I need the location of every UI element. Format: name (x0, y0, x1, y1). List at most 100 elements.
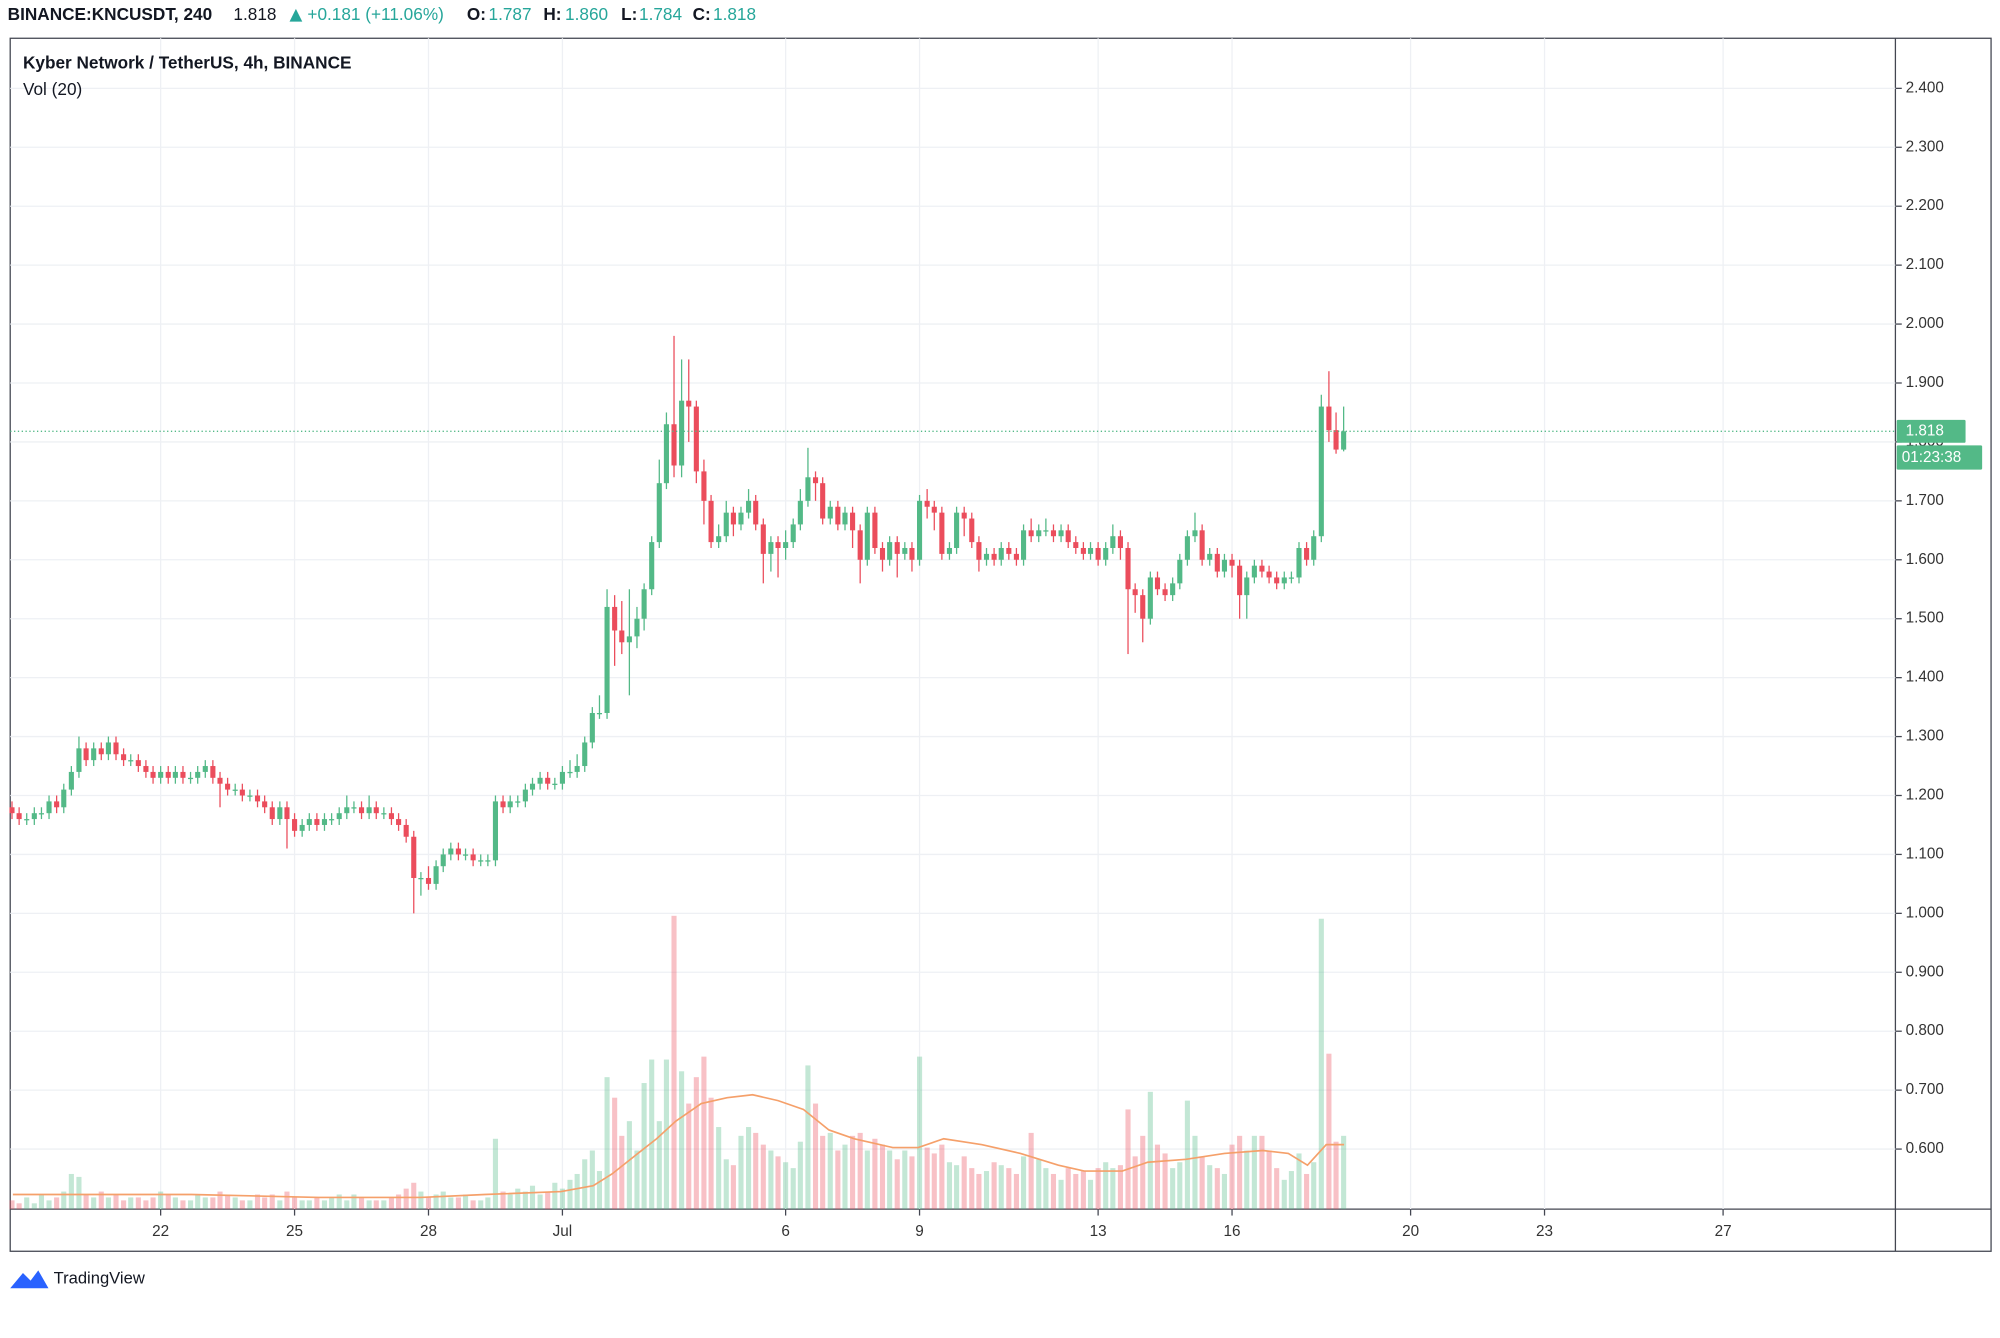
volume-bar (872, 1138, 878, 1210)
volume-bar (1043, 1168, 1049, 1210)
y-tick-label: 0.800 (1906, 1022, 1944, 1039)
candle-body (76, 748, 82, 772)
volume-bar (730, 1165, 736, 1210)
volume-bar (1304, 1173, 1310, 1210)
volume-bar (716, 1127, 722, 1210)
volume-bar (195, 1194, 201, 1210)
candle-body (38, 813, 45, 815)
candle-body (701, 471, 707, 501)
volume-bar (634, 1150, 640, 1210)
candle-body (1021, 530, 1027, 560)
candle-body (1103, 547, 1109, 560)
volume-bar (470, 1200, 476, 1210)
volume-bar (254, 1194, 261, 1210)
candle-body (1274, 577, 1280, 584)
volume-bar (188, 1200, 194, 1210)
candle-body (1244, 577, 1250, 596)
volume-bar (411, 1182, 417, 1210)
x-tick-label: 22 (152, 1223, 169, 1240)
candle-body (373, 807, 379, 814)
y-tick-label: 1.100 (1906, 845, 1944, 862)
volume-bar (351, 1194, 357, 1210)
volume-bar (746, 1127, 752, 1210)
volume-bar (537, 1194, 543, 1210)
candle-body (708, 500, 714, 543)
volume-bar (507, 1194, 513, 1210)
volume-bar (1050, 1173, 1057, 1210)
candle-body (292, 819, 298, 831)
volume-bar (1065, 1168, 1071, 1210)
volume-bar (381, 1200, 387, 1210)
candle-body (1304, 547, 1310, 560)
candle-body (619, 630, 625, 643)
candle-body (716, 536, 722, 543)
volume-ma-line (12, 1093, 1345, 1199)
volume-bar (552, 1182, 558, 1210)
volume-bar (1147, 1091, 1153, 1210)
last-price-label: 1.818 (1906, 422, 1944, 439)
volume-bar (775, 1156, 781, 1210)
candle-body (954, 512, 960, 548)
volume-bar (232, 1197, 238, 1210)
change: +0.181 (+11.06%) (307, 4, 443, 24)
candle-body (916, 500, 923, 560)
candle-body (210, 766, 216, 778)
candle-body (723, 512, 729, 537)
y-tick-label: 1.900 (1906, 374, 1944, 391)
volume-bar (649, 1059, 655, 1210)
candle-body (738, 512, 744, 525)
candle-body (969, 518, 975, 543)
volume-bar (1013, 1173, 1019, 1210)
candle-body (783, 542, 789, 548)
candle-body (842, 512, 848, 525)
candle-body (91, 748, 97, 761)
volume-bar (91, 1197, 97, 1210)
volume-bar (879, 1144, 886, 1210)
candle-body (225, 783, 231, 790)
y-tick-label: 1.500 (1906, 610, 1944, 627)
volume-bar (1036, 1159, 1042, 1210)
candle-body (768, 542, 774, 554)
candle-body (790, 524, 796, 543)
candle-body (730, 512, 736, 525)
candle-body (902, 547, 908, 554)
candle-body (485, 860, 491, 862)
volume-bar (723, 1159, 729, 1210)
close-value: 1.818 (713, 4, 756, 24)
candle-body (128, 760, 134, 762)
candle-body (284, 807, 290, 820)
candle-body (515, 801, 521, 803)
volume-bar (515, 1188, 521, 1210)
volume-bar (344, 1200, 350, 1210)
volume-bar (46, 1200, 52, 1210)
volume-bar (492, 1138, 499, 1210)
candle-body (1058, 530, 1064, 537)
candle-body (1132, 589, 1138, 596)
candle-body (247, 795, 253, 797)
candle-body (440, 854, 446, 867)
volume-bar (76, 1176, 82, 1210)
volume-bar (210, 1197, 216, 1210)
y-tick-label: 0.900 (1906, 963, 1944, 980)
volume-bar (269, 1194, 275, 1210)
volume-bar (663, 1059, 669, 1210)
volume-bar (969, 1168, 975, 1210)
candle-body (998, 547, 1004, 560)
volume-bar (1259, 1135, 1265, 1210)
volume-bar (485, 1197, 491, 1210)
candle-body (1043, 530, 1049, 532)
countdown-tag (1896, 445, 1983, 470)
candle-body (351, 807, 357, 809)
volume-bar (961, 1156, 967, 1210)
volume-bar (916, 1056, 923, 1210)
volume-bar (462, 1194, 469, 1210)
candle-body (857, 530, 863, 560)
candle-body (679, 400, 685, 466)
volume-bar (850, 1135, 856, 1210)
volume-bar (373, 1200, 379, 1210)
volume-bar (1087, 1179, 1094, 1210)
candle-body (1147, 577, 1153, 619)
volume-bar (1080, 1171, 1086, 1210)
volume-bar (172, 1197, 178, 1210)
x-tick-label: 6 (781, 1223, 790, 1240)
